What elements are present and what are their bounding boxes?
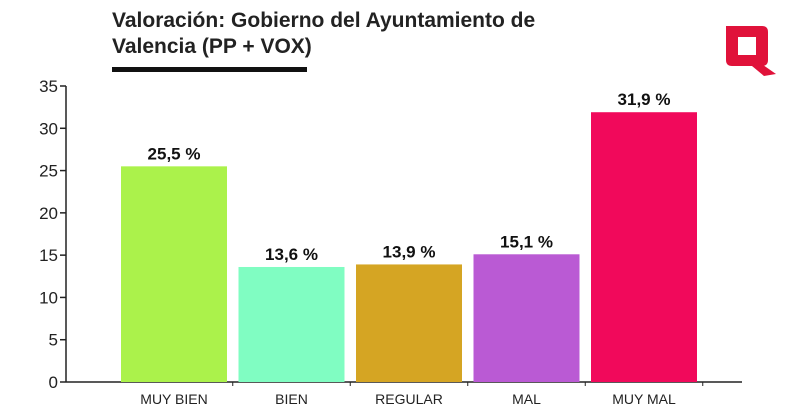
y-tick-label: 30 [39,119,58,138]
category-label: MUY MAL [612,391,676,407]
y-tick-label: 25 [39,162,58,181]
category-label: REGULAR [375,391,443,407]
y-tick-label: 35 [39,77,58,96]
chart-title: Valoración: Gobierno del Ayuntamiento de… [112,9,536,58]
bar [238,266,345,382]
q-logo-icon [726,26,776,76]
y-tick-label: 15 [39,246,58,265]
bar [473,254,580,382]
bar-value-label: 25,5 % [148,144,201,163]
y-tick-label: 5 [49,331,58,350]
bar-value-label: 31,9 % [618,90,671,109]
bar-value-label: 13,6 % [265,245,318,264]
bar [121,166,227,382]
bar-value-label: 13,9 % [383,242,436,261]
y-tick-label: 20 [39,204,58,223]
bar [356,264,462,382]
y-tick-label: 0 [49,373,58,392]
category-label: BIEN [275,391,308,407]
title-underline [112,67,307,72]
y-tick-label: 10 [39,288,58,307]
category-label: MUY BIEN [140,391,207,407]
bar [591,112,697,383]
bar-value-label: 15,1 % [500,232,553,251]
category-label: MAL [512,391,541,407]
